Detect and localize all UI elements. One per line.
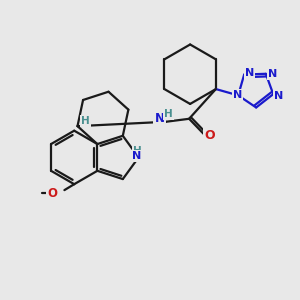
Text: N: N [245, 68, 254, 78]
Text: H: H [164, 109, 173, 119]
Text: H: H [81, 116, 90, 126]
Text: O: O [204, 129, 214, 142]
Text: H: H [133, 146, 141, 156]
Text: N: N [154, 112, 164, 125]
Text: O: O [47, 187, 58, 200]
Text: N: N [132, 151, 142, 161]
Text: N: N [268, 69, 277, 79]
Text: N: N [233, 90, 242, 100]
Text: N: N [274, 91, 283, 100]
